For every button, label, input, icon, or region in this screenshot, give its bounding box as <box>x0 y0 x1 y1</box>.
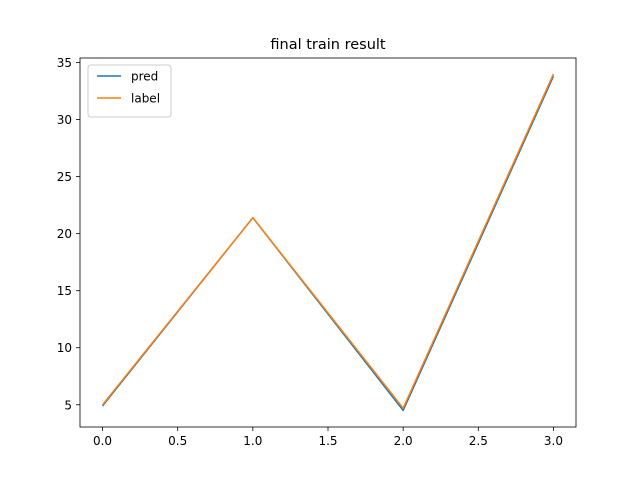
y-tick-label: 15 <box>57 284 72 298</box>
x-tick-label: 0.5 <box>168 434 187 448</box>
legend-box <box>87 64 172 118</box>
y-tick-label: 35 <box>57 56 72 70</box>
x-tick-label: 3.0 <box>544 434 563 448</box>
y-tick-label: 5 <box>64 398 72 412</box>
chart-title: final train result <box>270 37 386 53</box>
y-tick-label: 30 <box>57 113 72 127</box>
x-tick-label: 2.5 <box>469 434 488 448</box>
x-tick-label: 0.0 <box>93 434 112 448</box>
x-tick-label: 1.0 <box>243 434 262 448</box>
legend-label-pred: pred <box>131 70 158 84</box>
series-line-label <box>101 73 555 409</box>
y-tick-label: 10 <box>57 341 72 355</box>
x-tick-label: 2.0 <box>394 434 413 448</box>
legend-label-label: label <box>131 92 160 106</box>
y-tick-label: 25 <box>57 170 72 184</box>
legend: pred label <box>87 64 172 118</box>
x-tick-label: 1.5 <box>318 434 337 448</box>
y-tick-label: 20 <box>57 227 72 241</box>
